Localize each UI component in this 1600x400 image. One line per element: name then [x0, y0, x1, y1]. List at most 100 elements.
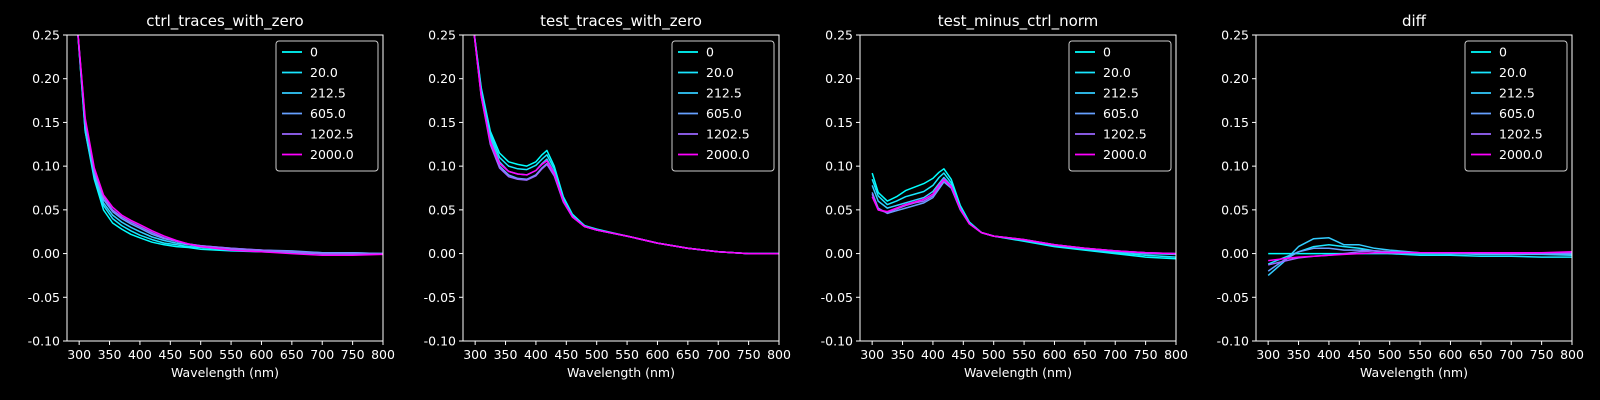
series-line-605_0	[77, 35, 383, 255]
y-tick-label: -0.05	[424, 290, 456, 305]
legend-label: 0	[706, 45, 714, 60]
legend-label: 605.0	[1103, 106, 1139, 121]
x-tick-label: 600	[1043, 347, 1067, 362]
x-tick-label: 550	[615, 347, 639, 362]
y-tick-label: 0.20	[825, 71, 853, 86]
x-tick-label: 400	[921, 347, 945, 362]
y-tick-label: 0.25	[1221, 28, 1249, 43]
legend-label: 605.0	[706, 106, 742, 121]
x-tick-label: 650	[676, 347, 700, 362]
legend: 0 20.0 212.5 605.0 1202.5 2000.0	[1464, 40, 1568, 172]
legend-label: 212.5	[310, 86, 346, 101]
x-axis-label: Wavelength (nm)	[171, 365, 279, 380]
chart-title: test_minus_ctrl_norm	[938, 12, 1099, 31]
y-tick-label: 0.05	[825, 202, 853, 217]
legend-label: 212.5	[1499, 86, 1535, 101]
legend-label: 2000.0	[1103, 147, 1147, 162]
series-line-212_5	[1267, 237, 1572, 276]
y-tick-label: 0.15	[428, 115, 456, 130]
legend-frame	[275, 40, 379, 172]
y-tick-label: 0.10	[1221, 159, 1249, 174]
y-tick-label: -0.10	[424, 334, 456, 349]
y-tick-label: 0.05	[32, 202, 60, 217]
x-tick-label: 500	[982, 347, 1006, 362]
series-line-0	[871, 168, 1176, 260]
x-tick-label: 450	[1347, 347, 1371, 362]
y-tick-label: -0.10	[1217, 334, 1249, 349]
x-tick-label: 750	[737, 347, 761, 362]
x-tick-label: 400	[1317, 347, 1341, 362]
x-tick-label: 500	[585, 347, 609, 362]
x-tick-label: 550	[219, 347, 243, 362]
legend-label: 20.0	[310, 65, 338, 80]
x-tick-label: 300	[67, 347, 91, 362]
x-tick-label: 750	[1530, 347, 1554, 362]
x-tick-label: 300	[463, 347, 487, 362]
series-group	[77, 35, 383, 257]
legend-label: 212.5	[1103, 86, 1139, 101]
chart-panel-2: test_traces_with_zero 300 350 400 450 500 550 6…	[424, 12, 791, 380]
series-group	[1267, 237, 1572, 276]
x-tick-label: 800	[1164, 347, 1188, 362]
y-tick-label: -0.10	[821, 334, 853, 349]
x-tick-label: 700	[706, 347, 730, 362]
legend-label: 212.5	[706, 86, 742, 101]
legend-label: 0	[1103, 45, 1111, 60]
y-tick-label: 0.20	[32, 71, 60, 86]
x-tick-label: 500	[1378, 347, 1402, 362]
x-tick-label: 800	[767, 347, 791, 362]
x-tick-label: 650	[1469, 347, 1493, 362]
y-tick-label: -0.05	[28, 290, 60, 305]
legend-frame	[1068, 40, 1172, 172]
y-tick-label: -0.05	[1217, 290, 1249, 305]
y-tick-label: 0.00	[1221, 246, 1249, 261]
x-tick-label: 350	[494, 347, 518, 362]
series-line-2000_0	[77, 35, 383, 257]
y-tick-label: 0.25	[428, 28, 456, 43]
legend-label: 2000.0	[310, 147, 354, 162]
series-line-1202_5	[77, 35, 383, 255]
y-tick-label: 0.25	[825, 28, 853, 43]
legend-label: 1202.5	[706, 127, 750, 142]
y-tick-label: 0.15	[1221, 115, 1249, 130]
x-tick-label: 350	[891, 347, 915, 362]
series-group	[871, 168, 1176, 260]
x-tick-label: 450	[951, 347, 975, 362]
x-tick-label: 600	[646, 347, 670, 362]
x-tick-label: 650	[1073, 347, 1097, 362]
y-tick-label: -0.05	[821, 290, 853, 305]
x-tick-label: 550	[1408, 347, 1432, 362]
x-tick-label: 300	[1256, 347, 1280, 362]
x-tick-label: 450	[554, 347, 578, 362]
y-tick-label: 0.10	[428, 159, 456, 174]
x-tick-label: 400	[128, 347, 152, 362]
legend: 0 20.0 212.5 605.0 1202.5 2000.0	[275, 40, 379, 172]
chart-panel-4: diff 300 350 400 450 500 550 600 650 700 750 800 -0.…	[1217, 12, 1584, 380]
chart-title: diff	[1402, 12, 1427, 30]
plot-frame	[1255, 34, 1573, 342]
x-tick-label: 750	[341, 347, 365, 362]
y-tick-label: 0.20	[1221, 71, 1249, 86]
x-tick-label: 700	[1499, 347, 1523, 362]
x-tick-label: 300	[860, 347, 884, 362]
x-tick-label: 750	[1134, 347, 1158, 362]
x-axis-label: Wavelength (nm)	[1360, 365, 1468, 380]
chart-panel-1: ctrl_traces_with_zero 300 350 400 450 500 550 6…	[28, 12, 395, 380]
series-group	[473, 35, 779, 255]
plot-frame	[66, 34, 384, 342]
series-line-0	[77, 35, 383, 255]
legend: 0 20.0 212.5 605.0 1202.5 2000.0	[1068, 40, 1172, 172]
y-tick-label: 0.10	[825, 159, 853, 174]
legend-label: 1202.5	[1103, 127, 1147, 142]
legend-label: 20.0	[1103, 65, 1131, 80]
legend-label: 0	[1499, 45, 1507, 60]
x-tick-label: 700	[310, 347, 334, 362]
y-tick-label: -0.10	[28, 334, 60, 349]
x-axis-label: Wavelength (nm)	[964, 365, 1072, 380]
x-tick-label: 800	[1560, 347, 1584, 362]
x-tick-label: 400	[524, 347, 548, 362]
y-tick-label: 0.00	[32, 246, 60, 261]
legend-label: 1202.5	[1499, 127, 1543, 142]
y-tick-label: 0.25	[32, 28, 60, 43]
